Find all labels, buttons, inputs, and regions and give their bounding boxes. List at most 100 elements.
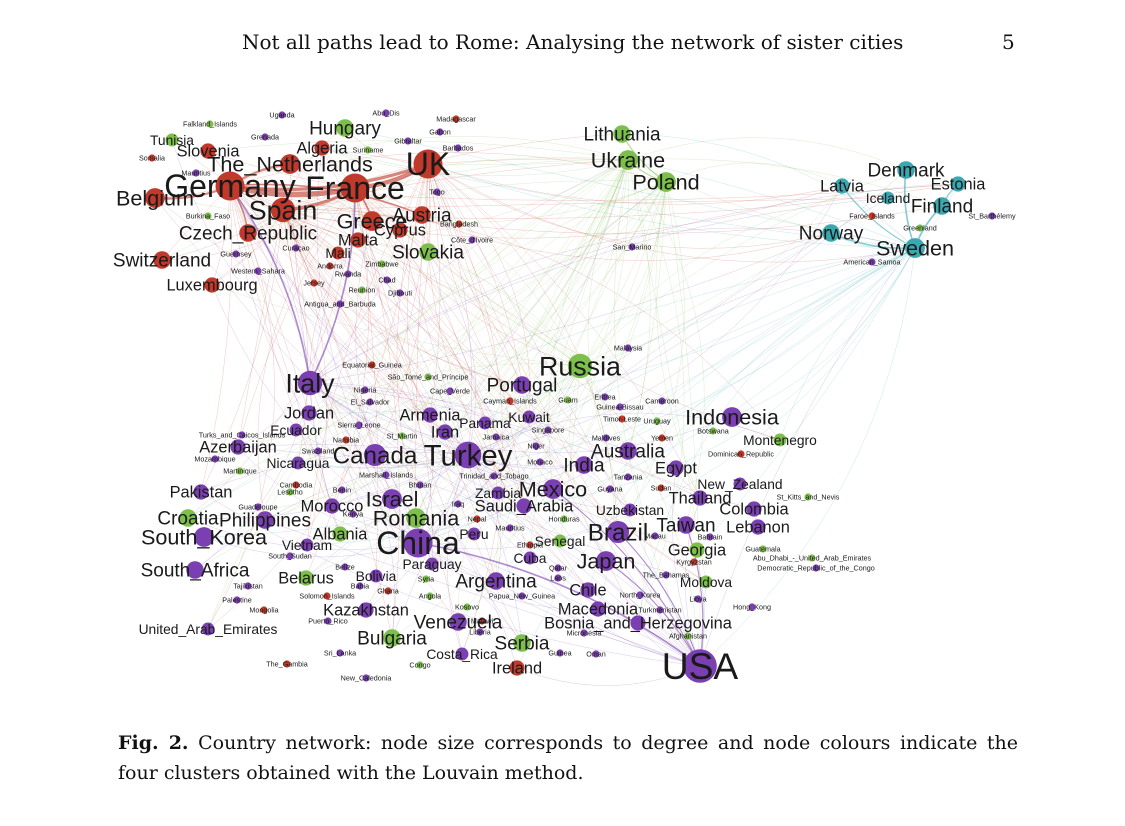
country-label: Ethiopia <box>517 541 543 550</box>
country-label: Bosnia_and_Herzegovina <box>544 615 733 633</box>
country-label: Uruguay <box>643 417 671 426</box>
country-label: Mozambique <box>194 455 235 464</box>
network-edge <box>354 187 755 510</box>
country-label: Jersey <box>303 279 325 288</box>
country-node <box>513 634 531 652</box>
country-label: Eritrea <box>594 393 615 402</box>
country-node <box>449 613 467 631</box>
country-label: Congo <box>409 661 430 670</box>
country-node <box>532 442 540 450</box>
country-node <box>344 270 352 278</box>
country-label: Philippines <box>219 511 311 532</box>
country-node <box>436 128 444 136</box>
country-label: Moldova <box>680 575 732 590</box>
country-node <box>553 534 567 548</box>
country-node <box>506 397 514 405</box>
country-label: Tajikistan <box>233 582 263 591</box>
country-node <box>239 224 257 242</box>
network-edge <box>427 163 530 418</box>
country-label: Faroe_Islands <box>849 212 895 221</box>
country-node <box>363 443 387 467</box>
country-label: Brazil <box>588 519 648 546</box>
country-label: Bhutan <box>409 481 432 490</box>
country-node <box>490 472 498 480</box>
country-node <box>773 433 787 447</box>
country-label: Benin <box>333 486 351 495</box>
network-edge <box>229 185 497 582</box>
country-node <box>601 393 609 401</box>
country-label: Cambodia <box>280 481 313 490</box>
country-label: Pakistan <box>170 484 233 502</box>
country-label: Guadeloupe <box>238 503 277 512</box>
country-node <box>433 188 441 196</box>
country-label: Guinea-Bissau <box>596 403 643 412</box>
country-node <box>556 649 564 657</box>
network-edge <box>467 185 843 456</box>
network-edge <box>696 247 916 551</box>
country-node <box>491 486 505 500</box>
network-edge <box>427 163 504 655</box>
country-label: Libya <box>689 595 706 604</box>
network-edge <box>579 169 907 367</box>
country-node <box>422 575 430 583</box>
network-edge <box>282 209 781 441</box>
country-label: Malta <box>338 232 379 250</box>
network-edge <box>495 181 667 582</box>
country-node <box>356 582 364 590</box>
country-node <box>204 212 212 220</box>
network-edge <box>473 159 629 535</box>
country-label: Lithuania <box>583 125 661 146</box>
country-label: Malawi <box>471 617 494 626</box>
country-node <box>280 154 300 174</box>
country-node <box>310 279 318 287</box>
country-label: Palestine <box>222 596 252 605</box>
country-node <box>523 551 537 565</box>
country-node <box>362 674 370 682</box>
country-label: Marshall_Islands <box>359 471 413 480</box>
network-edge-strong <box>229 183 423 216</box>
country-label: Canada <box>333 442 418 469</box>
country-label: Belgium <box>116 186 194 211</box>
network-edge <box>309 382 631 511</box>
country-label: Chad <box>378 276 395 285</box>
country-node <box>396 289 404 297</box>
country-node <box>580 629 588 637</box>
country-label: Western_Sahara <box>231 267 285 276</box>
network-edge <box>523 247 916 507</box>
country-label: Peru <box>459 527 488 542</box>
country-label: Mauritius <box>495 524 525 533</box>
network-edge <box>528 159 629 418</box>
country-label: Tunisia <box>150 133 194 148</box>
country-node <box>368 361 376 369</box>
country-node <box>905 238 925 258</box>
network-edge <box>237 187 356 448</box>
network-edge <box>309 382 554 490</box>
country-node <box>657 484 665 492</box>
country-label: Chile <box>569 582 606 600</box>
network-edge <box>427 163 473 456</box>
country-label: Botswana <box>697 427 729 436</box>
country-label: Turks_and_Caicos_Islands <box>199 431 286 440</box>
network-edge <box>579 183 959 367</box>
country-label: United_Arab_Emirates <box>139 622 278 637</box>
country-label: Jordan <box>284 405 334 423</box>
country-node <box>522 410 536 424</box>
country-label: Gibraltar <box>394 137 422 146</box>
network-edge <box>579 232 832 367</box>
country-node <box>543 479 563 499</box>
network-edge <box>457 365 581 623</box>
network-edge <box>309 252 339 384</box>
country-node <box>868 212 876 220</box>
network-edge <box>467 454 531 559</box>
country-node <box>230 439 246 455</box>
country-node <box>933 197 951 215</box>
country-node <box>384 587 392 595</box>
network-edge <box>309 239 359 384</box>
country-label: Guatemala <box>745 545 780 554</box>
country-label: Nepal <box>468 515 487 524</box>
network-edge <box>309 197 889 384</box>
country-node <box>662 571 670 579</box>
country-label: Kyrgyzstan <box>676 558 712 567</box>
country-label: Hungary <box>309 119 381 140</box>
country-node <box>437 424 453 440</box>
